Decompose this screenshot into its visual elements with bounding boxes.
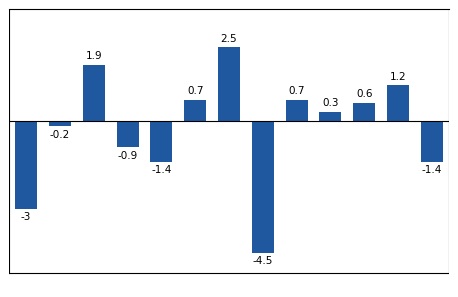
Bar <box>286 100 308 121</box>
Text: 0.7: 0.7 <box>187 86 203 97</box>
Text: 1.9: 1.9 <box>85 51 102 61</box>
Text: 1.2: 1.2 <box>390 72 406 82</box>
Text: 0.7: 0.7 <box>289 86 305 97</box>
Bar <box>184 100 206 121</box>
Text: -3: -3 <box>21 212 31 222</box>
Bar <box>421 121 443 162</box>
Bar <box>252 121 274 253</box>
Bar <box>320 112 342 121</box>
Text: 2.5: 2.5 <box>221 34 237 44</box>
Bar <box>116 121 138 147</box>
Text: -4.5: -4.5 <box>253 256 273 266</box>
Text: 0.3: 0.3 <box>322 98 339 108</box>
Text: -0.2: -0.2 <box>50 130 70 140</box>
Bar <box>150 121 172 162</box>
Text: -1.4: -1.4 <box>422 165 442 175</box>
Bar <box>353 103 375 121</box>
Text: 0.6: 0.6 <box>356 89 372 99</box>
Bar <box>15 121 37 209</box>
Text: -1.4: -1.4 <box>151 165 172 175</box>
Bar <box>49 121 71 127</box>
Text: -0.9: -0.9 <box>117 151 138 161</box>
Bar <box>83 65 105 121</box>
Bar <box>218 47 240 121</box>
Bar <box>387 85 409 121</box>
